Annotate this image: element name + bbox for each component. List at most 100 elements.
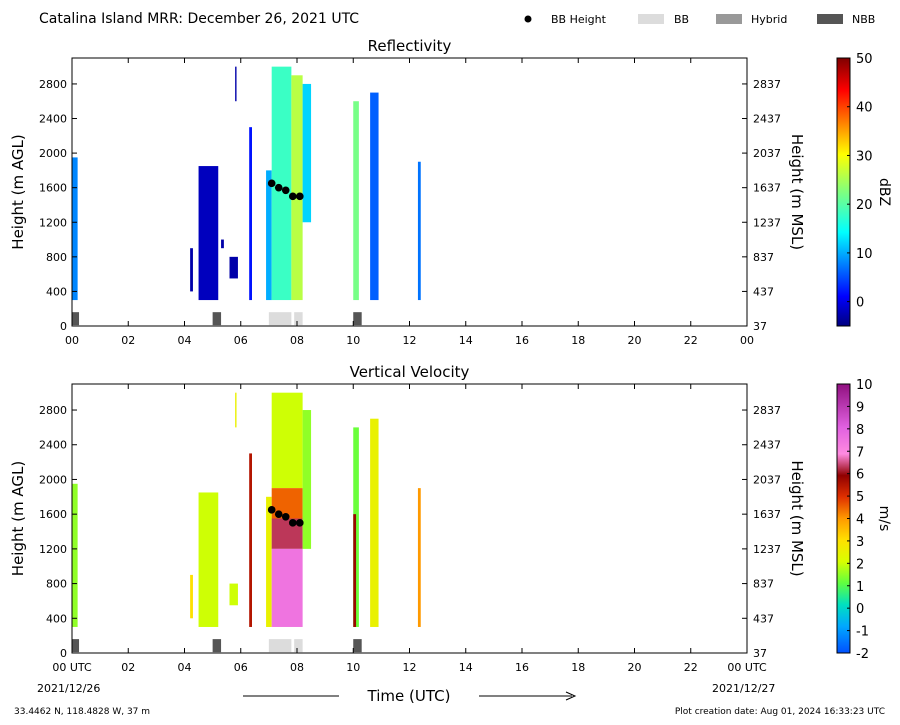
- data-column: [72, 483, 78, 627]
- y-tick-label: 2000: [39, 473, 67, 486]
- bb-flag-nbb: [353, 312, 362, 326]
- y-tick-label-right: 2037: [753, 473, 781, 486]
- data-column: [221, 239, 224, 249]
- data-column: [302, 83, 312, 223]
- colorbar-tick-label: 10: [856, 378, 873, 393]
- x-tick-label: 20: [628, 334, 642, 347]
- y-axis-label: Height (m AGL): [9, 134, 27, 249]
- bb-height-point: [288, 192, 297, 201]
- y-tick-label-right: 2437: [753, 113, 781, 126]
- y-tick-label: 1600: [39, 508, 67, 521]
- bb-height-point: [274, 510, 283, 518]
- y-tick-label: 2400: [39, 113, 67, 126]
- data-column: [190, 574, 193, 619]
- y-tick-label: 1200: [39, 543, 67, 556]
- y-tick-label: 2800: [39, 404, 67, 417]
- colorbar-tick-label: 4: [856, 513, 864, 528]
- y-tick-label-right: 2837: [753, 78, 781, 91]
- data-column: [417, 488, 421, 627]
- colorbar-tick-label: 6: [856, 468, 864, 483]
- data-column: [198, 166, 219, 301]
- y-tick-label: 800: [46, 578, 67, 591]
- data-column: [271, 548, 303, 627]
- y-tick-label-right: 1237: [753, 216, 781, 229]
- legend-nbb-swatch: [817, 14, 843, 24]
- data-column: [229, 256, 238, 279]
- y-tick-label: 0: [60, 647, 67, 660]
- data-column: [353, 514, 357, 627]
- x-tick-label: 04: [178, 334, 192, 347]
- colorbar-tick-label: 5: [856, 490, 864, 505]
- bb-height-point: [296, 192, 304, 201]
- x-tick-label: 08: [290, 661, 304, 674]
- x-tick-label: 02: [121, 661, 135, 674]
- colorbar-tick-label: 1: [856, 580, 864, 595]
- y-tick-label-right: 837: [753, 251, 774, 264]
- legend-hybrid-label: Hybrid: [751, 13, 787, 26]
- data-column: [266, 170, 272, 301]
- data-column: [353, 101, 359, 301]
- colorbar-tick-label: 50: [856, 52, 873, 67]
- data-column: [370, 418, 379, 627]
- bb-height-point: [267, 179, 276, 188]
- colorbar-tick-label: 9: [856, 400, 864, 415]
- bb-flag-bb: [268, 639, 292, 653]
- data-column: [198, 492, 219, 627]
- y-tick-label-right: 2837: [753, 404, 781, 417]
- x-tick-label: 20: [628, 661, 642, 674]
- x-tick-label: 12: [403, 661, 417, 674]
- bb-flag-nbb: [212, 639, 222, 653]
- y-tick-label: 1200: [39, 216, 67, 229]
- date-right: 2021/12/27: [712, 682, 775, 695]
- colorbar-tick-label: -2: [856, 647, 869, 662]
- legend-hybrid-swatch: [716, 14, 742, 24]
- data-column: [266, 496, 272, 627]
- bb-height-point: [274, 183, 283, 192]
- data-column: [271, 392, 303, 489]
- panel-title: Reflectivity: [368, 37, 452, 55]
- colorbar-tick-label: 8: [856, 423, 864, 438]
- x-axis-label: Time (UTC): [367, 687, 451, 705]
- colorbar-label: dBZ: [876, 178, 892, 206]
- bb-flag-nbb: [353, 639, 362, 653]
- colorbar-tick-label: 2: [856, 557, 864, 572]
- y-tick-label-right: 837: [753, 578, 774, 591]
- bb-height-point: [296, 519, 304, 527]
- x-tick-label: 10: [346, 334, 360, 347]
- colorbar-tick-label: 30: [856, 149, 873, 164]
- x-tick-label: 22: [684, 661, 698, 674]
- y-tick-label: 2000: [39, 147, 67, 160]
- x-tick-label: 00: [65, 334, 79, 347]
- bb-flag-bb: [268, 312, 292, 326]
- y-axis-label-right: Height (m MSL): [788, 134, 806, 250]
- x-tick-label: 00 UTC: [52, 661, 92, 674]
- bb-height-point: [288, 519, 297, 527]
- creation-date: Plot creation date: Aug 01, 2024 16:33:2…: [675, 707, 885, 717]
- legend: BB Height BB Hybrid NBB: [524, 13, 875, 26]
- x-tick-label: 18: [571, 661, 585, 674]
- colorbar-tick-label: -1: [856, 625, 869, 640]
- y-tick-label: 2800: [39, 78, 67, 91]
- data-column: [271, 66, 292, 301]
- x-tick-label: 04: [178, 661, 192, 674]
- data-column: [249, 127, 252, 301]
- location-note: 33.4462 N, 118.4828 W, 37 m: [14, 707, 150, 717]
- bb-flag-nbb: [72, 312, 80, 326]
- y-tick-label: 0: [60, 320, 67, 333]
- bb-height-point: [281, 186, 290, 195]
- data-column: [229, 583, 238, 606]
- legend-bb-height-label: BB Height: [551, 13, 607, 26]
- colorbar-tick-label: 0: [856, 296, 864, 311]
- bb-flag-bb: [294, 639, 303, 653]
- legend-nbb-label: NBB: [852, 13, 875, 26]
- x-tick-label: 14: [459, 334, 473, 347]
- figure-title: Catalina Island MRR: December 26, 2021 U…: [39, 11, 359, 27]
- bb-height-point: [267, 506, 276, 514]
- data-column: [417, 161, 421, 301]
- x-tick-label: 22: [684, 334, 698, 347]
- x-tick-label: 10: [346, 661, 360, 674]
- colorbar-tick-label: 3: [856, 535, 864, 550]
- x-tick-label: 00 UTC: [727, 661, 767, 674]
